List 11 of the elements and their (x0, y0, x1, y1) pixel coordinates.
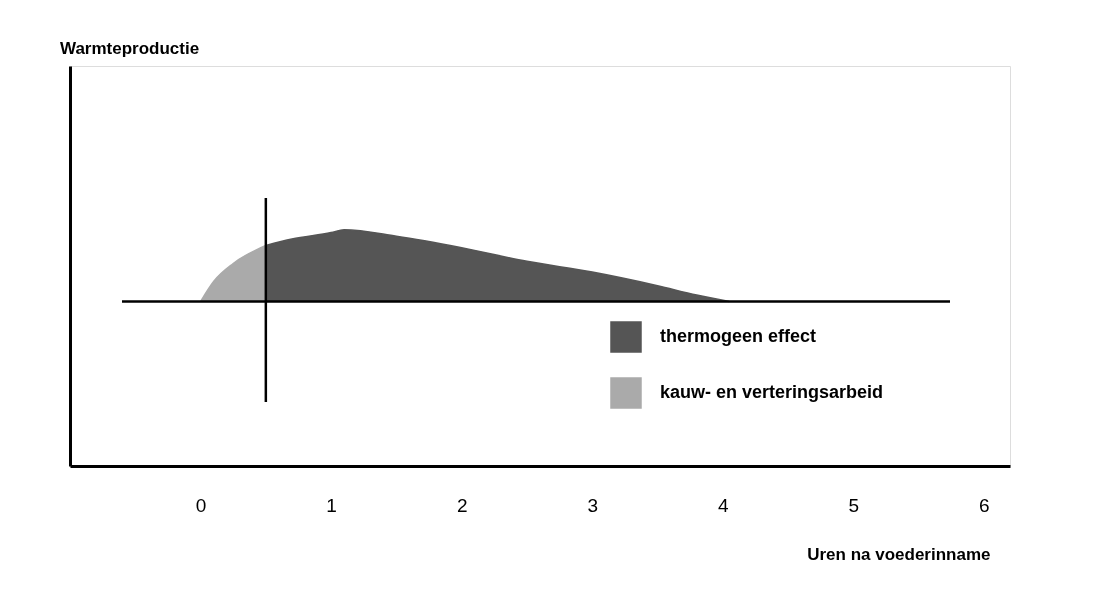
legend-label: kauw- en verteringsarbeid (660, 382, 884, 402)
text: Warmteproductie (60, 39, 200, 58)
x-tick-label: 6 (979, 494, 990, 516)
x-tick-label: 1 (326, 494, 337, 516)
x-tick-label: 3 (587, 494, 599, 516)
x-tick-label: 2 (456, 494, 468, 516)
x-axis-title: Uren na voederinname (807, 544, 991, 564)
x-tick-label: 5 (848, 494, 860, 516)
x-tick-label: 4 (717, 494, 729, 516)
legend-label: thermogeen effect (660, 326, 817, 346)
x-tick-label: 0 (195, 494, 207, 516)
